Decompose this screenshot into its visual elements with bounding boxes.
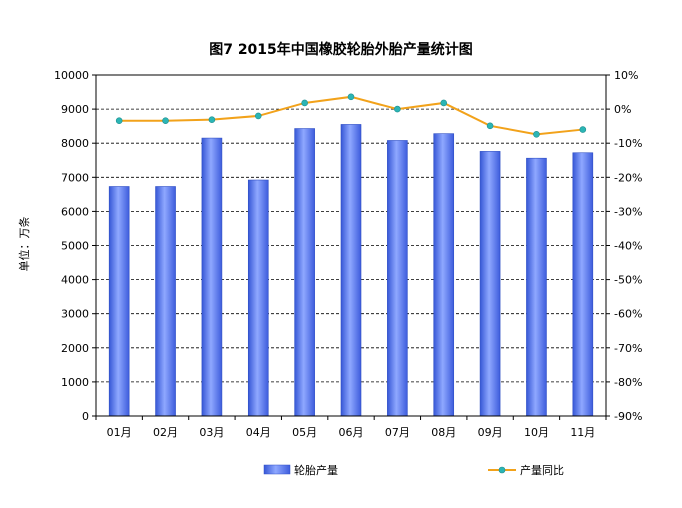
y-tick-label-left: 0 — [82, 410, 89, 423]
line-marker — [162, 117, 169, 124]
x-tick-label: 11月 — [570, 426, 595, 439]
legend-line-marker — [498, 466, 506, 474]
bar — [155, 186, 176, 417]
legend-bar-label: 轮胎产量 — [294, 463, 338, 477]
line-marker — [301, 99, 308, 107]
line-marker — [579, 126, 587, 133]
x-tick-label: 07月 — [385, 426, 410, 439]
bar-series — [108, 124, 594, 417]
legend-bar-swatch — [263, 464, 291, 475]
x-tick-label: 01月 — [107, 426, 132, 439]
bar — [572, 152, 594, 417]
bar — [340, 124, 362, 417]
y-tick-label-left: 9000 — [61, 103, 89, 116]
y-axis-label-left: 单位：万条 — [17, 217, 31, 272]
bar — [108, 186, 130, 417]
x-tick-label: 03月 — [199, 426, 224, 439]
bar — [387, 140, 408, 417]
y-tick-label-right: -30% — [614, 205, 642, 218]
bar — [526, 157, 547, 417]
x-tick-label: 06月 — [339, 426, 364, 439]
legend-line-label: 产量同比 — [520, 463, 564, 477]
y-tick-label-right: -60% — [614, 308, 642, 321]
tick-labels: 0 1000 2000 3000 4000 5000 6000 7000 8000 9000 100… — [54, 69, 642, 439]
bar — [201, 137, 223, 417]
bar — [433, 133, 455, 417]
y-tick-label-left: 3000 — [61, 308, 89, 321]
x-tick-label: 09月 — [478, 426, 503, 439]
bar — [294, 128, 315, 417]
y-tick-label-right: -70% — [614, 342, 642, 355]
x-tick-label: 02月 — [153, 426, 178, 439]
y-tick-label-left: 1000 — [61, 376, 89, 389]
x-tick-label: 04月 — [246, 426, 271, 439]
y-tick-label-right: -50% — [614, 274, 642, 287]
bar — [247, 179, 269, 417]
y-tick-label-left: 8000 — [61, 137, 89, 150]
y-tick-label-right: -40% — [614, 240, 642, 253]
y-tick-label-left: 4000 — [61, 274, 89, 287]
legend: 轮胎产量 产量同比 — [263, 463, 564, 477]
x-tick-label: 05月 — [292, 426, 317, 439]
x-tick-label: 08月 — [431, 426, 456, 439]
chart-title: 图7 2015年中国橡胶轮胎外胎产量统计图 — [209, 41, 473, 58]
y-tick-label-right: 0% — [614, 103, 631, 116]
y-tick-label-left: 6000 — [61, 205, 89, 218]
line-marker — [533, 131, 540, 138]
line-marker — [115, 117, 123, 124]
line-marker — [394, 105, 401, 113]
bar — [479, 151, 501, 417]
y-tick-label-right: -80% — [614, 376, 642, 389]
y-tick-label-right: -10% — [614, 137, 642, 150]
axes — [92, 74, 610, 420]
y-tick-label-left: 5000 — [61, 240, 89, 253]
line-marker — [208, 116, 216, 123]
line-marker — [486, 122, 494, 130]
y-tick-label-left: 7000 — [61, 171, 89, 184]
y-tick-label-right: 10% — [614, 69, 638, 82]
line-marker — [440, 99, 448, 107]
y-tick-label-right: -90% — [614, 410, 642, 423]
line-marker — [347, 93, 355, 101]
line-marker — [254, 112, 262, 120]
y-tick-label-left: 2000 — [61, 342, 89, 355]
y-tick-label-left: 10000 — [54, 69, 89, 82]
line-series — [115, 93, 587, 138]
x-tick-label: 10月 — [524, 426, 549, 439]
y-tick-label-right: -20% — [614, 171, 642, 184]
